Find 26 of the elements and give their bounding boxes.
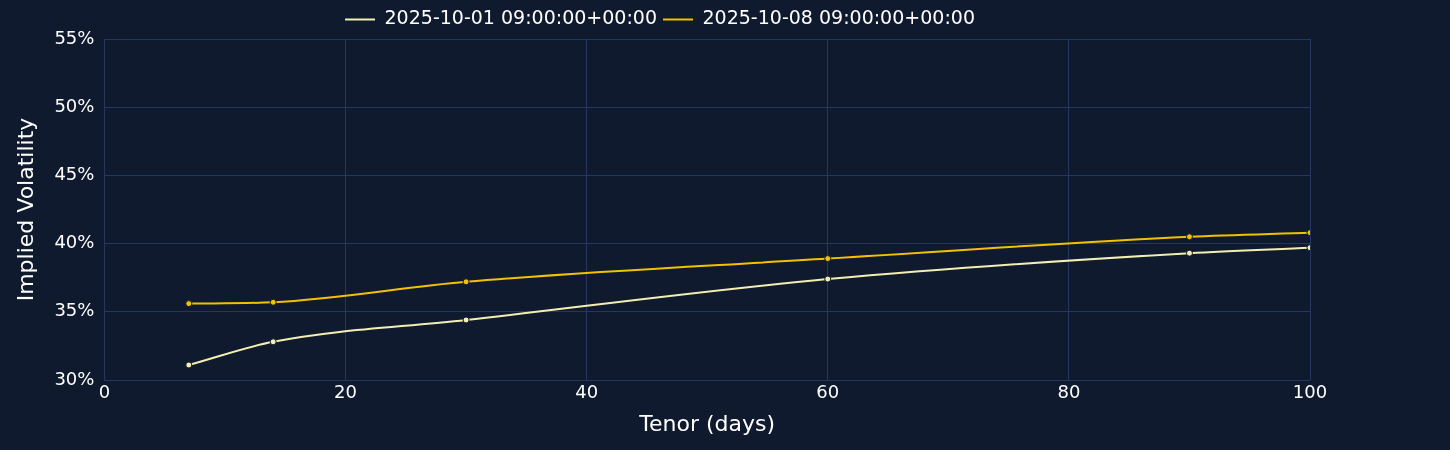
point xyxy=(824,255,832,263)
x-tick-label: 0 xyxy=(98,381,111,403)
x-tick-label: 40 xyxy=(575,381,599,403)
x-tick-label: 20 xyxy=(334,381,357,403)
point xyxy=(185,300,193,308)
legend-label: 2025-10-01 09:00:00+00:00 xyxy=(384,6,657,29)
point xyxy=(462,278,470,286)
point xyxy=(1185,233,1193,241)
point xyxy=(269,298,277,306)
y-tick-label: 55% xyxy=(54,26,95,48)
y-tick-label: 30% xyxy=(54,367,95,389)
y-tick-label: 45% xyxy=(54,163,95,185)
point xyxy=(185,361,193,369)
point xyxy=(462,316,470,324)
legend-label: 2025-10-08 09:00:00+00:00 xyxy=(702,6,975,29)
point xyxy=(824,275,832,283)
y-tick-label: 50% xyxy=(54,94,95,116)
x-tick-label: 100 xyxy=(1292,381,1328,403)
x-tick-label: 60 xyxy=(816,381,840,403)
x-tick-label: 80 xyxy=(1057,381,1081,403)
y-tick-label: 40% xyxy=(54,231,95,253)
point xyxy=(1185,249,1193,257)
x-axis-title: Tenor (days) xyxy=(638,410,776,436)
y-axis-title: Implied Volatility xyxy=(12,117,38,302)
point xyxy=(269,338,277,346)
y-tick-label: 35% xyxy=(54,299,95,321)
